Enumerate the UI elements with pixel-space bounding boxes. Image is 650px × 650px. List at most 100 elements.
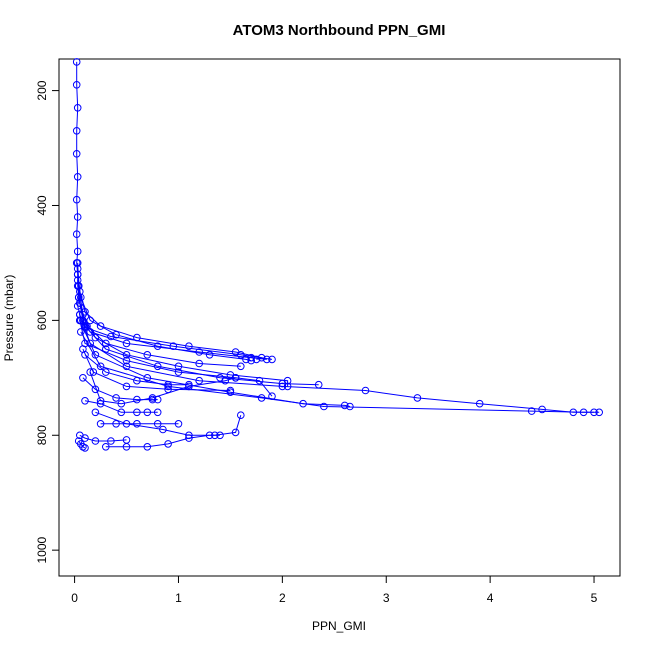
data-point — [107, 332, 115, 341]
data-point — [153, 408, 162, 417]
data-point — [72, 58, 81, 66]
data-point — [72, 230, 81, 238]
y-tick-label: 800 — [35, 425, 49, 445]
data-point — [96, 322, 105, 330]
data-point — [252, 355, 261, 364]
series-line — [105, 434, 220, 448]
data-point — [195, 359, 203, 368]
data-point — [72, 150, 81, 158]
data-point — [242, 355, 250, 364]
series-line — [76, 61, 273, 360]
data-point — [579, 408, 588, 417]
chart-title: ATOM3 Northbound PPN_GMI — [233, 22, 446, 39]
data-point — [527, 407, 536, 415]
data-point — [133, 420, 141, 428]
data-point — [263, 355, 271, 364]
data-point — [72, 81, 81, 89]
data-point — [257, 394, 266, 402]
data-point — [91, 333, 100, 342]
data-point — [89, 368, 98, 376]
data-point — [169, 342, 178, 351]
data-point — [76, 310, 84, 319]
data-point — [185, 342, 193, 351]
data-point — [195, 376, 203, 385]
data-point — [112, 394, 120, 402]
data-point — [153, 342, 162, 351]
data-point — [73, 270, 82, 279]
data-point — [231, 348, 240, 356]
data-point — [86, 316, 94, 325]
data-point — [73, 276, 82, 285]
data-point — [73, 213, 82, 221]
series-line — [89, 371, 236, 405]
data-point — [73, 247, 82, 256]
data-point — [216, 431, 224, 440]
data-point — [96, 397, 105, 405]
data-point — [164, 380, 172, 389]
data-point — [74, 282, 83, 290]
data-point — [133, 395, 141, 404]
data-point — [143, 443, 152, 451]
data-point — [268, 392, 276, 401]
data-point — [122, 339, 131, 348]
data-point — [255, 376, 264, 385]
data-point — [247, 356, 255, 365]
series-line — [77, 274, 252, 362]
data-point — [77, 328, 85, 336]
data-point — [595, 408, 604, 417]
y-tick-label: 1000 — [35, 536, 49, 563]
data-point — [96, 362, 105, 371]
data-point — [143, 351, 152, 359]
data-point — [76, 316, 84, 325]
x-tick-label: 0 — [71, 591, 78, 605]
data-point — [73, 259, 82, 267]
data-point — [81, 434, 89, 442]
series-line — [80, 331, 594, 413]
x-axis: 0 1 2 3 4 5 — [71, 576, 598, 605]
data-point — [278, 382, 287, 391]
series-line — [84, 354, 189, 386]
x-axis-label: PPN_GMI — [312, 619, 366, 633]
data-point — [122, 356, 131, 365]
data-point — [413, 394, 422, 402]
data-point — [237, 362, 245, 371]
y-axis-label: Pressure (mbar) — [2, 275, 16, 362]
data-point — [102, 443, 110, 451]
series-line — [78, 285, 289, 387]
data-point — [86, 368, 94, 376]
data-point — [122, 436, 131, 444]
data-point — [107, 437, 115, 445]
plot-frame — [58, 58, 621, 577]
data-point — [237, 411, 245, 420]
data-point — [73, 173, 82, 181]
y-axis: 200 400 600 800 1000 — [35, 80, 59, 564]
data-point — [340, 401, 349, 410]
data-point — [361, 386, 370, 395]
series-line — [79, 434, 127, 442]
data-point — [133, 376, 141, 385]
data-point — [226, 386, 235, 395]
data-point — [76, 299, 84, 307]
y-tick-label: 200 — [35, 80, 49, 100]
x-tick-label: 3 — [383, 591, 390, 605]
data-point — [185, 434, 193, 442]
data-point — [91, 408, 100, 417]
data-point — [205, 431, 214, 440]
data-point — [590, 408, 598, 417]
data-point — [475, 399, 484, 408]
data-point — [205, 351, 214, 359]
data-point — [122, 362, 131, 371]
data-point — [122, 382, 131, 391]
series-line — [79, 320, 351, 407]
data-point — [81, 397, 89, 405]
data-point — [231, 374, 240, 382]
data-point — [72, 127, 81, 135]
data-point — [72, 195, 81, 204]
x-tick-label: 2 — [279, 591, 286, 605]
data-point — [143, 408, 152, 417]
data-point — [96, 420, 105, 428]
data-point — [159, 425, 167, 434]
series-line — [78, 297, 319, 386]
data-point — [247, 353, 255, 362]
